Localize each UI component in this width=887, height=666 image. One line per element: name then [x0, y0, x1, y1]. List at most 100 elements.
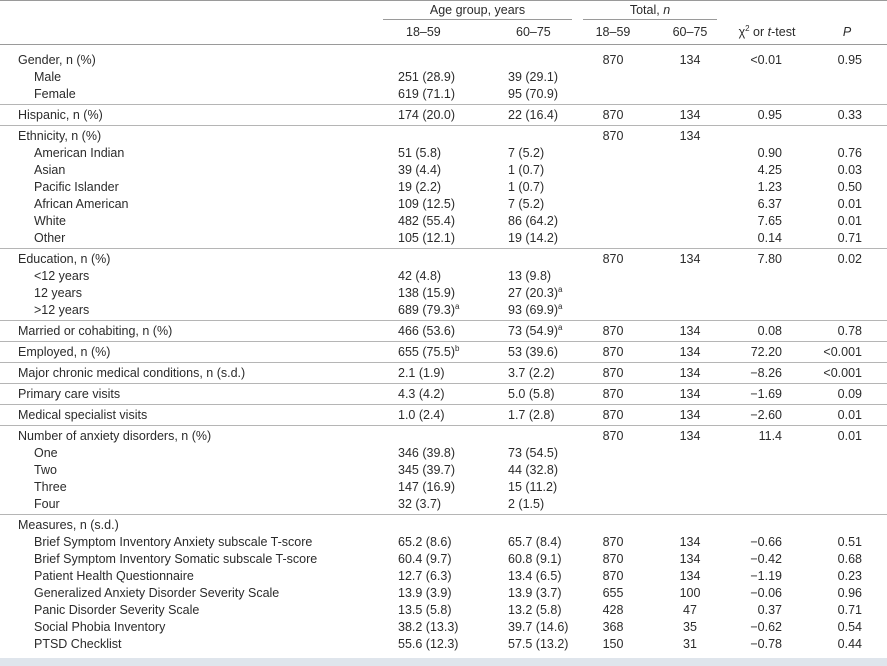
cell: 0.01 — [837, 408, 862, 422]
cell: −1.69 — [750, 387, 782, 401]
header-test: χ2 or t-test — [729, 24, 805, 41]
header-column: 18–59 — [595, 25, 631, 39]
cell: 0.50 — [837, 180, 862, 194]
row-label: Number of anxiety disorders, n (%) — [18, 429, 212, 443]
cell: 134 — [679, 108, 701, 122]
cell: 86 (64.2) — [508, 214, 559, 228]
cell: −0.66 — [750, 535, 782, 549]
cell: 32 (3.7) — [398, 497, 442, 511]
cell: 39 (29.1) — [508, 70, 559, 84]
cell: 0.90 — [757, 146, 782, 160]
cell: 0.78 — [837, 324, 862, 338]
cell: 7.80 — [757, 252, 782, 266]
header-column: 60–75 — [672, 25, 708, 39]
cell: 870 — [602, 324, 624, 338]
cell: 0.51 — [837, 535, 862, 549]
row-label: Married or cohabiting, n (%) — [18, 324, 173, 338]
cell: 174 (20.0) — [398, 108, 455, 122]
group-rule — [0, 404, 887, 405]
cell: 870 — [602, 366, 624, 380]
cell: 105 (12.1) — [398, 231, 455, 245]
group-rule — [0, 341, 887, 342]
header-text: or — [749, 25, 768, 39]
cell: <0.001 — [823, 345, 862, 359]
cell: 134 — [679, 387, 701, 401]
cell-text: 655 (75.5) — [398, 345, 455, 359]
cell: 109 (12.5) — [398, 197, 455, 211]
top-rule — [0, 0, 887, 1]
row-label: Generalized Anxiety Disorder Severity Sc… — [34, 586, 280, 600]
cell: 482 (55.4) — [398, 214, 455, 228]
cell: −0.78 — [750, 637, 782, 651]
cell: 0.01 — [837, 214, 862, 228]
cell: 0.76 — [837, 146, 862, 160]
cell: 3.7 (2.2) — [508, 366, 555, 380]
cell: 55.6 (12.3) — [398, 637, 459, 651]
cell: 0.95 — [837, 53, 862, 67]
cell: 1 (0.7) — [508, 180, 545, 194]
cell: 0.71 — [837, 603, 862, 617]
row-label: Medical specialist visits — [18, 408, 148, 422]
cell: 138 (15.9) — [398, 286, 455, 300]
row-label: Education, n (%) — [18, 252, 111, 266]
cell: 65.2 (8.6) — [398, 535, 452, 549]
cell: 870 — [602, 552, 624, 566]
cell: <0.001 — [823, 366, 862, 380]
header-rule — [383, 19, 572, 20]
cell: 2 (1.5) — [508, 497, 545, 511]
cell: 0.02 — [837, 252, 862, 266]
group-rule — [0, 248, 887, 249]
header-column: 60–75 — [516, 25, 551, 39]
row-label: Pacific Islander — [34, 180, 119, 194]
row-label: Male — [34, 70, 62, 84]
row-label: Brief Symptom Inventory Anxiety subscale… — [34, 535, 313, 549]
footnote-mark: a — [558, 285, 563, 294]
cell: 0.44 — [837, 637, 862, 651]
footnote-mark: a — [558, 323, 563, 332]
cell: 0.01 — [837, 429, 862, 443]
cell: 134 — [679, 552, 701, 566]
group-rule — [0, 514, 887, 515]
row-label: Employed, n (%) — [18, 345, 111, 359]
row-label: PTSD Checklist — [34, 637, 122, 651]
cell: 870 — [602, 569, 624, 583]
cell: 42 (4.8) — [398, 269, 442, 283]
cell: 0.01 — [837, 197, 862, 211]
cell: 39.7 (14.6) — [508, 620, 569, 634]
cell: 0.96 — [837, 586, 862, 600]
row-label: Three — [34, 480, 67, 494]
cell: −0.62 — [750, 620, 782, 634]
row-label: Primary care visits — [18, 387, 121, 401]
group-rule — [0, 125, 887, 126]
cell: 4.3 (4.2) — [398, 387, 445, 401]
cell: 345 (39.7) — [398, 463, 455, 477]
cell: 35 — [683, 620, 697, 634]
cell: 134 — [679, 252, 701, 266]
cell: 7 (5.2) — [508, 146, 545, 160]
cell: 870 — [602, 53, 624, 67]
row-label: Two — [34, 463, 57, 477]
cell-text: 73 (54.9) — [508, 324, 559, 338]
cell: 134 — [679, 129, 701, 143]
cell: 53 (39.6) — [508, 345, 559, 359]
row-label: Female — [34, 87, 76, 101]
footnote-mark: b — [454, 344, 460, 353]
cell: 870 — [602, 129, 624, 143]
cell: 93 (69.9)a — [508, 302, 562, 319]
cell: 134 — [679, 53, 701, 67]
row-label: >12 years — [34, 303, 90, 317]
cell: 0.37 — [757, 603, 782, 617]
cell: 134 — [679, 345, 701, 359]
cell: 13.2 (5.8) — [508, 603, 562, 617]
cell: 60.4 (9.7) — [398, 552, 452, 566]
cell: 466 (53.6) — [398, 324, 455, 338]
cell: 1.7 (2.8) — [508, 408, 555, 422]
cell: 51 (5.8) — [398, 146, 442, 160]
cell: 870 — [602, 535, 624, 549]
cell: 870 — [602, 387, 624, 401]
row-label: Major chronic medical conditions, n (s.d… — [18, 366, 246, 380]
group-rule — [0, 104, 887, 105]
header-italic: n — [663, 3, 671, 17]
cell: 0.03 — [837, 163, 862, 177]
